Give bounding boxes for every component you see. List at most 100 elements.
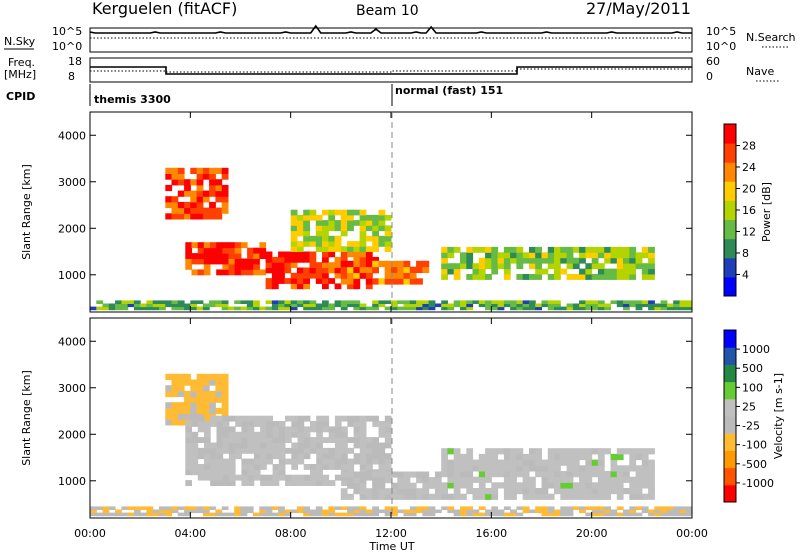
- heatmap-cell: [165, 303, 173, 308]
- heatmap-cell: [297, 437, 305, 443]
- heatmap-cell: [441, 268, 448, 275]
- x-tick-label: 04:00: [174, 527, 206, 540]
- heatmap-cell: [196, 373, 204, 380]
- heatmap-cell: [260, 458, 267, 465]
- heatmap-cell: [347, 482, 354, 489]
- heatmap-cell: [316, 421, 323, 427]
- nsky-left-tick-bottom: 10^0: [52, 40, 82, 53]
- heatmap-cell: [190, 509, 198, 514]
- heatmap-cell: [165, 201, 173, 209]
- heatmap-cell: [310, 480, 317, 486]
- heatmap-cell: [284, 267, 292, 274]
- heatmap-cell: [560, 509, 568, 514]
- heatmap-cell: [247, 480, 255, 486]
- heatmap-cell: [416, 300, 423, 304]
- heatmap-cell: [341, 442, 348, 449]
- heatmap-cell: [146, 300, 154, 304]
- heatmap-cell: [115, 300, 122, 304]
- heatmap-cell: [303, 431, 311, 438]
- heatmap-cell: [604, 509, 611, 514]
- heatmap-cell: [472, 459, 480, 466]
- heatmap-cell: [165, 173, 173, 180]
- heatmap-cell: [253, 421, 261, 427]
- heatmap-cell: [359, 447, 367, 454]
- heatmap-cell: [359, 482, 367, 489]
- heatmap-cell: [140, 506, 147, 510]
- heatmap-cell: [247, 447, 255, 454]
- colorbar-segment: [724, 364, 736, 383]
- heatmap-cell: [216, 447, 224, 454]
- heatmap-cell: [177, 306, 185, 311]
- heatmap-cell: [334, 426, 342, 433]
- heatmap-cell: [372, 512, 379, 517]
- heatmap-cell: [253, 431, 261, 438]
- heatmap-cell: [447, 459, 455, 466]
- heatmap-cell: [641, 506, 649, 510]
- heatmap-cell: [340, 493, 348, 500]
- heatmap-cell: [591, 252, 599, 259]
- heatmap-cell: [359, 235, 367, 242]
- heatmap-cell: [353, 256, 361, 263]
- heatmap-cell: [177, 373, 185, 380]
- heatmap-cell: [497, 306, 505, 311]
- heatmap-cell: [185, 242, 192, 249]
- heatmap-cell: [290, 251, 298, 258]
- heatmap-cell: [510, 300, 517, 304]
- heatmap-cell: [303, 214, 310, 221]
- heatmap-cell: [184, 179, 191, 186]
- heatmap-cell: [184, 379, 191, 386]
- heatmap-cell: [503, 453, 511, 461]
- heatmap-cell: [635, 303, 643, 308]
- heatmap-cell: [623, 448, 630, 455]
- heatmap-cell: [441, 257, 448, 264]
- heatmap-cell: [372, 230, 379, 237]
- heatmap-cell: [547, 512, 555, 517]
- heatmap-cell: [247, 415, 255, 422]
- heatmap-cell: [597, 453, 605, 461]
- heatmap-cell: [196, 179, 204, 186]
- heatmap-cell: [234, 300, 241, 304]
- heatmap-cell: [303, 464, 311, 470]
- heatmap-cell: [641, 246, 649, 253]
- heatmap-cell: [171, 196, 179, 203]
- heatmap-cell: [209, 390, 216, 398]
- heatmap-cell: [648, 246, 655, 253]
- heatmap-cell: [209, 190, 216, 197]
- heatmap-cell: [585, 448, 593, 455]
- heatmap-cell: [460, 476, 467, 483]
- heatmap-cell: [365, 278, 373, 285]
- heatmap-cell: [316, 453, 323, 460]
- heatmap-cell: [259, 247, 267, 254]
- heatmap-cell: [365, 225, 373, 232]
- heatmap-cell: [447, 246, 455, 253]
- heatmap-cell: [372, 235, 379, 242]
- heatmap-cell: [604, 246, 611, 253]
- heatmap-cell: [597, 471, 605, 478]
- heatmap-cell: [266, 474, 273, 481]
- heatmap-cell: [522, 252, 530, 259]
- heatmap-cell: [341, 431, 348, 438]
- heatmap-cell: [359, 246, 367, 252]
- heatmap-cell: [278, 453, 286, 460]
- heatmap-cell: [196, 173, 204, 180]
- heatmap-cell: [378, 458, 386, 465]
- heatmap-cell: [566, 453, 574, 461]
- heatmap-cell: [579, 306, 586, 311]
- heatmap-cell: [347, 220, 354, 226]
- heatmap-cell: [96, 300, 104, 304]
- heatmap-cell: [260, 442, 267, 449]
- heatmap-cell: [96, 512, 104, 517]
- heatmap-cell: [334, 272, 342, 279]
- nsky-series-line: [89, 24, 692, 34]
- heatmap-cell: [485, 306, 492, 311]
- heatmap-cell: [391, 493, 398, 500]
- heatmap-cell: [247, 247, 254, 254]
- heatmap-cell: [309, 241, 317, 247]
- heatmap-cell: [316, 426, 323, 433]
- heatmap-cell: [623, 252, 630, 259]
- heatmap-cell: [215, 167, 223, 174]
- heatmap-cell: [359, 225, 367, 232]
- heatmap-cell: [597, 506, 605, 510]
- heatmap-cell: [185, 458, 192, 465]
- heatmap-cell: [272, 447, 280, 454]
